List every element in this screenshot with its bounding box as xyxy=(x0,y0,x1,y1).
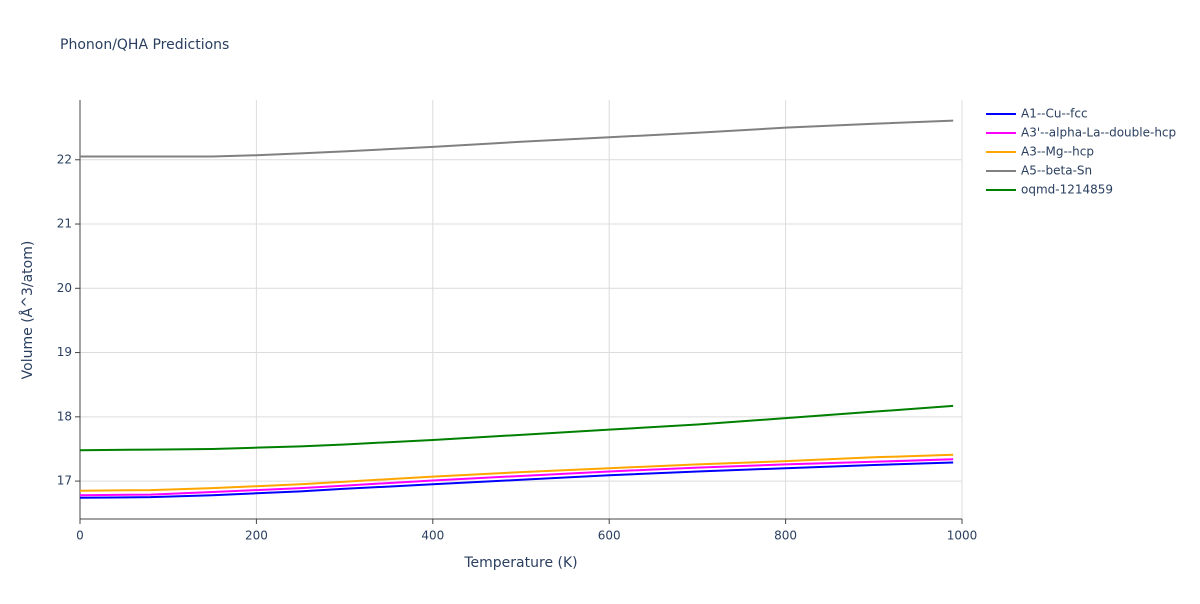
chart-title: Phonon/QHA Predictions xyxy=(60,37,229,53)
y-tick-label: 20 xyxy=(57,281,72,295)
y-tick-label: 17 xyxy=(57,474,72,488)
x-tick-label: 1000 xyxy=(947,529,978,543)
x-tick-label: 200 xyxy=(245,529,268,543)
series-line xyxy=(80,119,954,158)
legend-label: A1--Cu--fcc xyxy=(1021,107,1088,121)
legend-label: oqmd-1214859 xyxy=(1021,183,1113,197)
series-line xyxy=(79,453,954,492)
series-line xyxy=(79,404,954,452)
x-tick-label: 600 xyxy=(598,529,621,543)
y-axis-label: Volume (Å^3/atom) xyxy=(19,241,36,380)
x-tick-label: 0 xyxy=(76,529,84,543)
series-line xyxy=(79,458,954,497)
x-axis-label: Temperature (K) xyxy=(463,555,577,571)
y-tick-label: 21 xyxy=(57,217,72,231)
y-tick-label: 19 xyxy=(57,345,72,359)
legend-label: A5--beta-Sn xyxy=(1021,164,1092,178)
x-tick-label: 800 xyxy=(774,529,797,543)
series-line xyxy=(79,461,954,499)
x-tick-label: 400 xyxy=(421,529,444,543)
y-tick-label: 22 xyxy=(57,152,72,166)
legend-label: A3--Mg--hcp xyxy=(1021,145,1094,159)
legend-label: A3'--alpha-La--double-hcp xyxy=(1021,126,1176,140)
y-tick-label: 18 xyxy=(57,409,72,423)
